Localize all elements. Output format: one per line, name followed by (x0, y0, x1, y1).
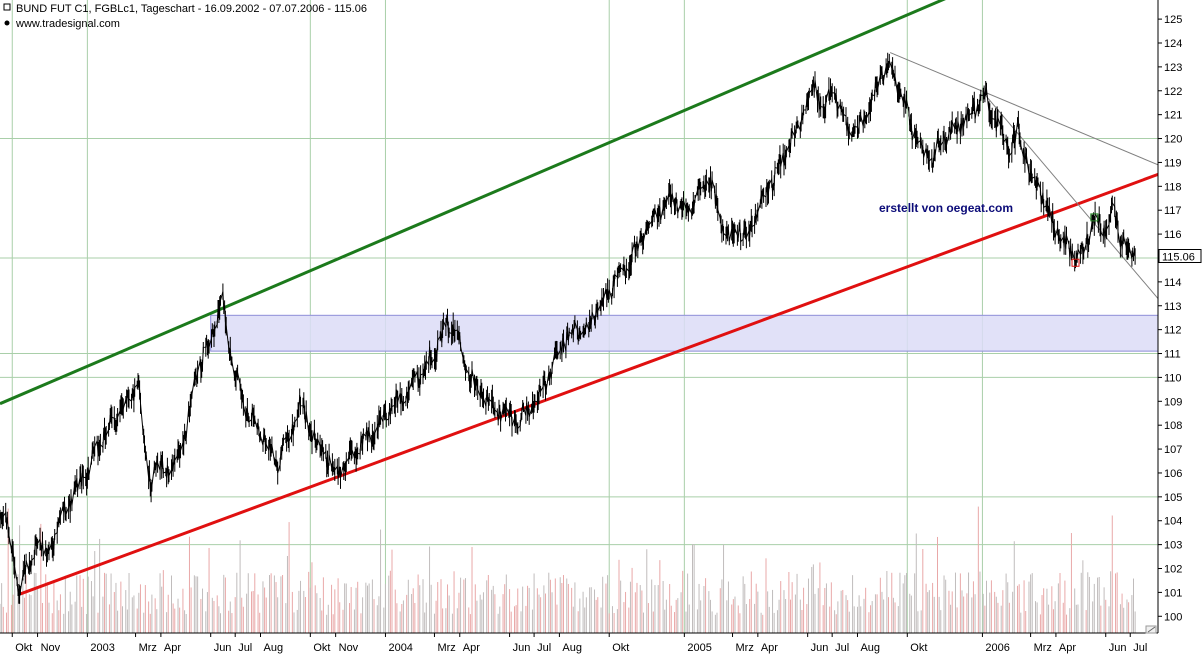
x-tick-label: Jul (835, 642, 849, 654)
x-tick-label: Jun (513, 642, 531, 654)
x-tick-label: Jul (1133, 642, 1147, 654)
y-tick-label: 124 (1164, 38, 1182, 50)
x-tick-label: Apr (1059, 642, 1076, 654)
y-tick-label: 105 (1164, 492, 1182, 504)
y-tick-label: 110 (1164, 372, 1182, 384)
signal-marker (1090, 213, 1099, 222)
y-tick-label: 118 (1164, 181, 1182, 193)
chart-title: BUND FUT C1, FGBLc1, Tageschart - 16.09.… (16, 3, 367, 15)
y-tick-label: 106 (1164, 468, 1182, 480)
price-series (0, 52, 1136, 604)
last-price-box (1158, 249, 1202, 263)
x-tick-label: Nov (41, 642, 61, 654)
author-annotation: erstellt von oegeat.com (879, 201, 1013, 215)
trendline-lower_channel (17, 172, 1159, 597)
x-tick-label: Jun (811, 642, 829, 654)
price-bars (0, 52, 1136, 604)
y-tick-label: 112 (1164, 325, 1182, 337)
y-tick-label: 101 (1164, 587, 1182, 599)
x-tick-label: Nov (339, 642, 359, 654)
x-tick-label: 2003 (90, 642, 114, 654)
y-tick-label: 121 (1164, 110, 1182, 122)
y-tick-label: 119 (1164, 157, 1182, 169)
x-tick-label: Mrz (736, 642, 754, 654)
chart-header: BUND FUT C1, FGBLc1, Tageschart - 16.09.… (3, 3, 367, 30)
y-tick-label: 103 (1164, 540, 1182, 552)
y-tick-label: 125 (1164, 14, 1182, 26)
y-tick-label: 111 (1164, 349, 1181, 361)
trendline-downtrend_thin_1 (889, 52, 1159, 166)
y-tick-label: 123 (1164, 62, 1182, 74)
x-tick-label: Aug (264, 642, 284, 654)
x-tick-label: Okt (910, 642, 927, 654)
signal-marker (1071, 258, 1080, 267)
x-tick-label: Jun (1109, 642, 1127, 654)
x-tick-label: Jul (537, 642, 551, 654)
resistance-zone (210, 314, 1159, 352)
y-axis-ticks: 100 101 102 103 104 105 106 107 108 109 110 111 112 1… (1158, 14, 1182, 623)
x-tick-label: 2004 (388, 642, 412, 654)
y-tick-label: 100 (1164, 611, 1182, 623)
y-tick-label: 122 (1164, 86, 1182, 98)
x-tick-label: Jul (238, 642, 252, 654)
scroll-corner-icon[interactable] (1145, 625, 1157, 634)
x-tick-label: Mrz (437, 642, 455, 654)
source-label: www.tradesignal.com (15, 18, 120, 30)
y-tick-label: 109 (1164, 396, 1182, 408)
y-tick-label: 104 (1164, 516, 1182, 528)
y-tick-label: 116 (1164, 229, 1182, 241)
x-tick-label: Okt (612, 642, 629, 654)
x-tick-label: Okt (313, 642, 330, 654)
y-tick-label: 107 (1164, 444, 1182, 456)
x-tick-label: Aug (562, 642, 582, 654)
x-tick-label: Apr (164, 642, 181, 654)
x-tick-label: Mrz (139, 642, 157, 654)
x-tick-label: Mrz (1034, 642, 1052, 654)
y-tick-label: 102 (1164, 564, 1182, 576)
x-tick-label: Okt (15, 642, 32, 654)
volume-bars (0, 506, 1136, 633)
last-price-value: 115.06 (1162, 252, 1195, 264)
x-tick-label: 2005 (687, 642, 711, 654)
header-checkbox-icon[interactable] (3, 3, 11, 11)
y-tick-label: 120 (1164, 134, 1182, 146)
x-tick-label: Apr (463, 642, 480, 654)
y-tick-label: 117 (1164, 205, 1182, 217)
y-tick-label: 114 (1164, 277, 1182, 289)
x-tick-label: Apr (761, 642, 778, 654)
last-price-badge: 115.06 (1158, 249, 1202, 264)
x-tick-label: 2006 (985, 642, 1009, 654)
trend-lines (0, 0, 1159, 597)
zone-resistance_zone (210, 314, 1159, 352)
y-tick-label: 108 (1164, 420, 1182, 432)
signal-markers (1071, 213, 1099, 267)
trendline-upper_channel (0, 0, 946, 406)
x-tick-label: Aug (860, 642, 880, 654)
header-bullet-icon (4, 20, 10, 26)
x-axis-ticks: Okt Nov 2003 Mrz Apr Jun Jul Aug Okt Nov 2004 Mrz Ap… (11, 633, 1147, 654)
x-tick-label: Jun (214, 642, 232, 654)
y-tick-label: 113 (1164, 301, 1182, 313)
